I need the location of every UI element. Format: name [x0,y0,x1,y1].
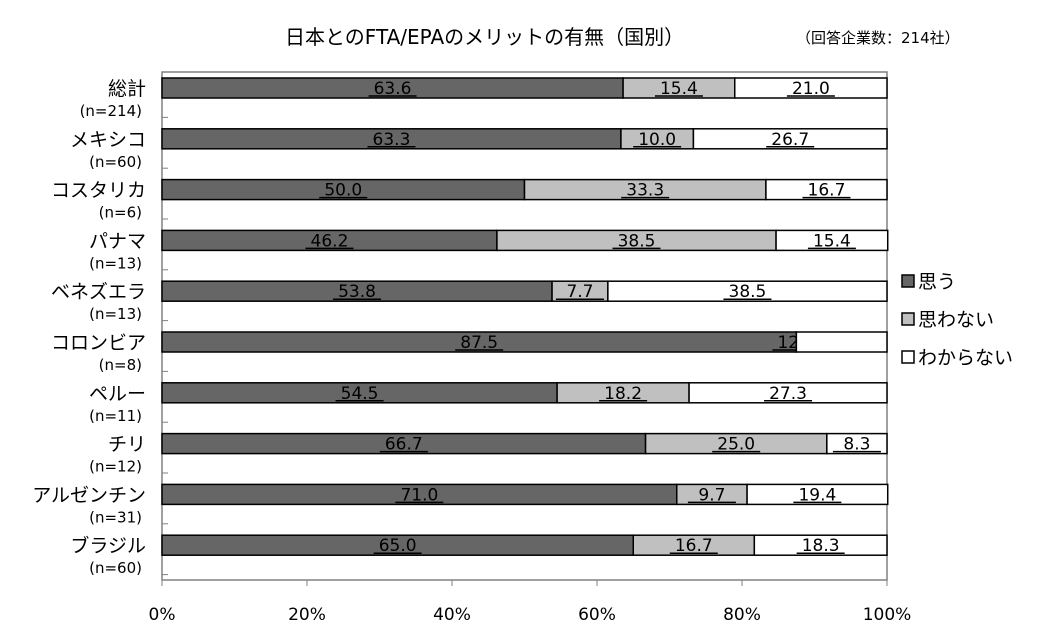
data-label: 53.8 [338,282,376,302]
legend-swatch [901,350,915,364]
sample-size-label: (n=11) [89,407,142,425]
chart-note: （回答企業数：214社） [796,29,960,47]
data-label: 9.7 [698,485,725,505]
sample-size-label: (n=8) [99,356,142,374]
x-tick-label: 0% [149,605,176,621]
data-label: 16.7 [675,536,713,556]
legend-label: 思わない [918,309,994,331]
category-label: ベネズエラ [51,281,146,303]
bar-segment [753,534,888,556]
x-tick-label: 20% [288,605,326,621]
data-label: 38.5 [729,282,767,302]
data-label: 27.3 [769,384,807,404]
category-label: パナマ [89,230,146,252]
data-label: 16.7 [808,181,846,201]
sample-size-label: (n=13) [89,254,142,272]
x-axis-ticks: 0% 20% 40% 60% 80% 100% [149,580,912,621]
data-label: 54.5 [341,384,379,404]
bar-segment [765,178,888,201]
category-labels: 総計 (n=214) メキシコ (n=60) コスタリカ (n=6) パナマ (n=13) ベネ… [32,78,168,577]
legend-swatch [901,274,915,288]
category-label: メキシコ [70,129,146,151]
data-label: 25.0 [717,435,755,455]
sample-size-label: (n=60) [89,559,142,577]
data-label: 38.5 [618,231,656,251]
bar-segment [688,382,888,404]
bar-segment [775,229,889,252]
bar-segment [795,331,888,353]
data-label: 33.3 [626,181,664,201]
data-label: 8.3 [843,435,870,455]
bar-segment [746,483,889,506]
x-tick-label: 80% [723,605,761,621]
sample-size-label: (n=214) [80,102,142,120]
sample-size-label: (n=60) [89,153,142,171]
x-tick-label: 100% [863,605,912,621]
x-tick-label: 60% [578,605,616,621]
data-label: 46.2 [311,231,349,251]
bar-segment [607,280,888,302]
sample-size-label: (n=13) [89,305,142,323]
category-label: 総計 [108,78,146,100]
data-label: 26.7 [771,130,809,150]
data-label: 10.0 [638,130,676,150]
sample-size-label: (n=12) [89,458,142,476]
bar-segment [826,432,888,455]
data-label: 18.2 [604,384,642,404]
data-label: 66.7 [385,435,423,455]
category-label: アルゼンチン [32,484,146,506]
data-label: 65.0 [379,536,417,556]
legend-label: わからない [918,347,1013,369]
data-label: 71.0 [400,485,438,505]
data-label: 15.4 [813,231,851,251]
category-label: ブラジル [70,534,146,557]
data-label: 21.0 [792,79,830,99]
x-tick-label: 40% [433,605,471,621]
legend-label: 思う [918,271,956,293]
data-label: 63.6 [374,79,412,99]
data-label: 15.4 [660,79,698,99]
chart-title: 日本とのFTA/EPAのメリットの有無（国別） [285,25,684,49]
bar-segment [692,128,888,150]
legend-swatch [901,312,915,326]
data-label: 7.7 [566,282,593,302]
sample-size-label: (n=6) [99,204,142,222]
data-label: 50.0 [324,181,362,201]
bars: 63.6 15.4 21.0 63.3 10.0 26.7 50.0 33.3 16.7 46.2… [161,77,889,556]
category-label: ペルー [89,383,146,405]
category-label: チリ [108,434,146,456]
data-label: 63.3 [373,130,411,150]
data-label: 18.3 [802,536,840,556]
sample-size-label: (n=31) [89,508,142,526]
category-label: コスタリカ [51,180,146,202]
data-label: 87.5 [460,333,498,353]
data-label: 19.4 [798,485,836,505]
category-label: コロンビア [51,332,146,354]
bar-segment [734,77,888,99]
